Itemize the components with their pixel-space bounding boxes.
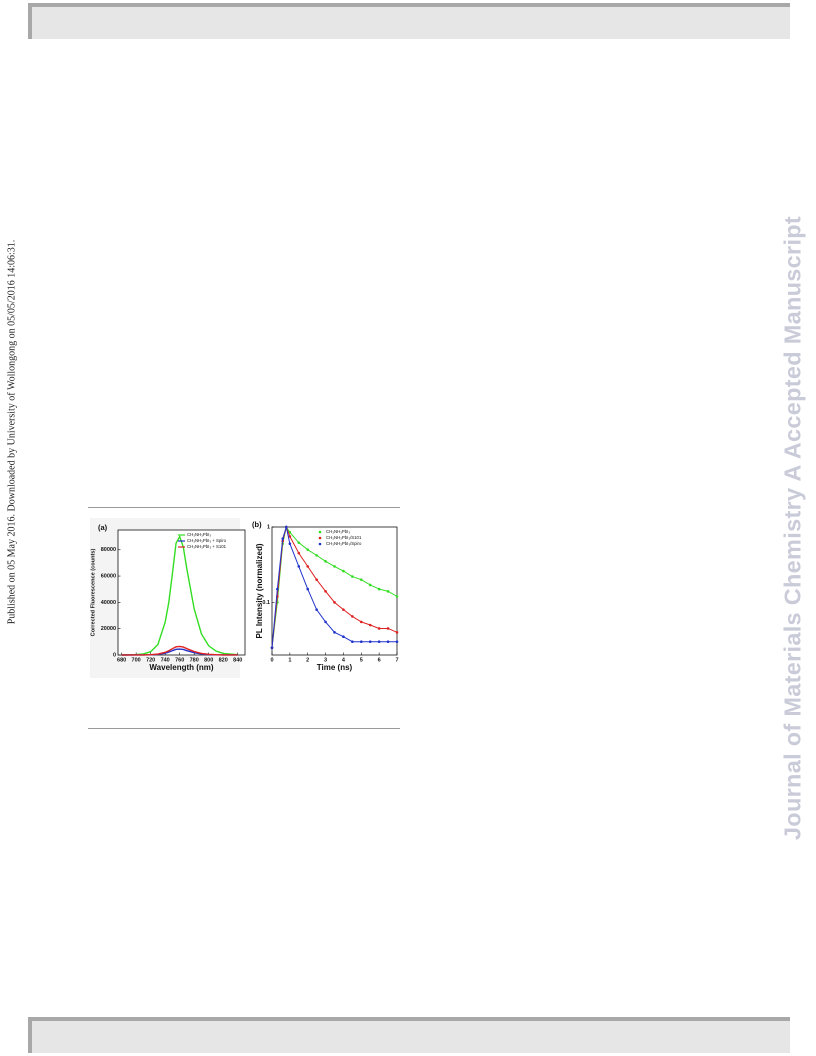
- x-tick-label: 1: [288, 657, 291, 663]
- data-point: [368, 583, 372, 587]
- data-point: [368, 623, 372, 627]
- x-tick-label: 760: [175, 657, 184, 663]
- x-axis-label: Wavelength (nm): [149, 663, 213, 672]
- legend-label: CH₃NH₃PbI₃: [187, 532, 211, 537]
- legend-swatch: [318, 536, 322, 540]
- x-tick-label: 820: [219, 657, 228, 663]
- data-point: [281, 537, 285, 540]
- legend-label: CH₃NH₃PbI₃ + Spiro: [187, 538, 227, 543]
- data-point: [351, 615, 354, 618]
- data-point: [324, 560, 327, 563]
- data-point: [333, 631, 336, 634]
- panel-label: (b): [252, 520, 262, 529]
- data-point: [276, 587, 279, 591]
- x-tick-label: 3: [324, 657, 327, 663]
- x-tick-label: 6: [378, 657, 381, 663]
- x-tick-label: 720: [146, 657, 155, 663]
- data-point: [333, 601, 336, 604]
- data-point: [377, 587, 381, 591]
- data-point: [306, 587, 310, 591]
- x-tick-label: 800: [204, 657, 213, 663]
- data-point: [359, 640, 363, 644]
- data-point: [315, 554, 318, 557]
- data-line: [121, 645, 238, 656]
- legend-label: CH₃NH₃PbI₃ + S101: [187, 544, 227, 549]
- data-line: [121, 534, 238, 656]
- x-tick-label: 700: [132, 657, 141, 663]
- y-tick-label: 80000: [101, 547, 116, 553]
- data-point: [288, 535, 292, 538]
- data-point: [270, 646, 274, 649]
- x-tick-label: 5: [360, 657, 363, 663]
- data-point: [315, 578, 318, 581]
- data-point: [351, 575, 354, 578]
- legend-label: CH₃NH₃PbI₃: [326, 529, 350, 534]
- y-tick-label: 20000: [101, 626, 116, 632]
- legend-label: CH₃NH₃PbI₃/Spiro: [326, 541, 362, 546]
- x-axis-label: Time (ns): [317, 663, 353, 672]
- data-point: [386, 627, 390, 630]
- y-tick-label: 60000: [101, 574, 116, 580]
- data-point: [288, 542, 292, 546]
- x-tick-label: 2: [306, 657, 309, 663]
- y-tick-label: 40000: [101, 600, 116, 606]
- x-tick-label: 0: [270, 657, 273, 663]
- data-point: [315, 608, 318, 611]
- data-point: [297, 565, 301, 568]
- data-point: [351, 640, 354, 644]
- y-axis-label: PL Intensity (normalized): [255, 543, 264, 638]
- data-point: [342, 608, 345, 611]
- legend-label: CH₃NH₃PbI₃/S101: [326, 535, 362, 540]
- panel-label: (a): [98, 523, 108, 532]
- data-point: [342, 635, 345, 638]
- data-point: [395, 640, 399, 644]
- data-point: [395, 631, 399, 634]
- figure-rule: [88, 728, 400, 729]
- data-point: [386, 590, 390, 593]
- data-point: [306, 565, 310, 568]
- x-tick-label: 740: [161, 657, 170, 663]
- footer-bar: [28, 1017, 790, 1053]
- y-tick-label: 1: [267, 524, 270, 530]
- data-point: [342, 569, 345, 573]
- x-tick-label: 680: [117, 657, 126, 663]
- data-point: [324, 590, 327, 593]
- header-bar: [28, 3, 790, 39]
- data-point: [324, 620, 327, 624]
- x-tick-label: 840: [233, 657, 242, 663]
- data-point: [395, 595, 399, 598]
- data-point: [377, 627, 381, 630]
- data-point: [288, 531, 292, 534]
- legend-swatch: [318, 542, 322, 546]
- data-point: [377, 640, 381, 644]
- data-point: [297, 551, 301, 555]
- y-axis-label: Corrected Fluorescence (counts): [90, 549, 96, 637]
- plot-frame: [271, 526, 398, 656]
- x-tick-label: 780: [190, 657, 199, 663]
- data-point: [368, 640, 372, 644]
- figure-rule: [88, 507, 400, 508]
- y-tick-label: 0: [113, 652, 116, 658]
- y-tick-label: 0.1: [262, 600, 270, 606]
- data-point: [297, 541, 301, 544]
- data-point: [359, 578, 363, 581]
- data-point: [386, 640, 390, 644]
- data-point: [333, 565, 336, 568]
- x-tick-label: 4: [342, 657, 346, 663]
- data-point: [284, 525, 288, 529]
- legend-swatch: [318, 530, 322, 534]
- data-point: [306, 548, 310, 551]
- x-tick-label: 7: [395, 657, 398, 663]
- data-point: [359, 620, 363, 624]
- plot-frame: [117, 529, 246, 656]
